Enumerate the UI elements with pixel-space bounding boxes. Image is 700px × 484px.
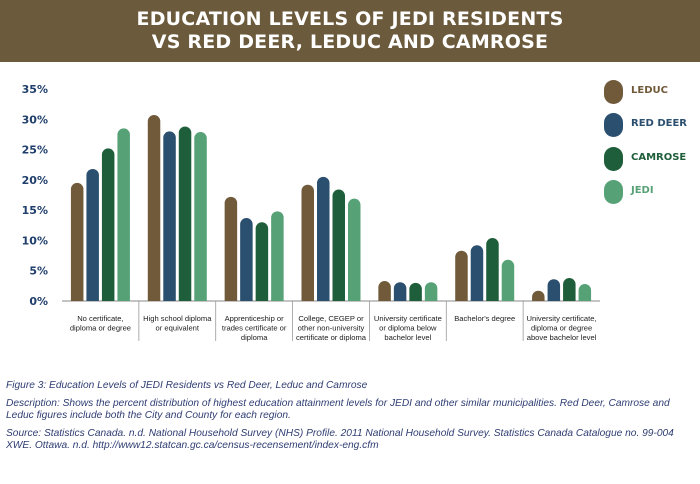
x-tick-label: Apprenticeship or bbox=[225, 314, 285, 323]
bar-jedi bbox=[501, 259, 515, 301]
x-tick-label: certificate or diploma bbox=[296, 333, 367, 342]
bar-red-deer bbox=[86, 168, 99, 301]
legend-label-camrose: CAMROSE bbox=[631, 152, 687, 163]
bar-red-deer bbox=[393, 282, 407, 301]
bar-leduc bbox=[378, 281, 391, 301]
bar-red-deer bbox=[470, 245, 484, 301]
bar-camrose bbox=[255, 222, 269, 301]
x-tick-label: No certificate, bbox=[77, 314, 123, 323]
y-tick-label: 25% bbox=[22, 144, 48, 157]
bar-leduc bbox=[301, 184, 314, 301]
chart-title: EDUCATION LEVELS OF JEDI RESIDENTS VS RE… bbox=[136, 8, 564, 53]
y-tick-label: 5% bbox=[29, 265, 48, 278]
bar-jedi bbox=[578, 284, 592, 301]
legend-swatch-jedi bbox=[604, 180, 623, 204]
bar-leduc bbox=[455, 250, 468, 301]
x-tick-label: diploma or degree bbox=[70, 324, 131, 333]
bar-red-deer bbox=[240, 218, 253, 301]
figure-description: Description: Shows the percent distribut… bbox=[6, 397, 670, 422]
bar-leduc bbox=[70, 182, 84, 301]
y-tick-label: 15% bbox=[22, 204, 48, 217]
bar-camrose bbox=[409, 282, 422, 301]
bar-camrose bbox=[486, 238, 499, 301]
bar-red-deer bbox=[317, 176, 330, 301]
y-tick-label: 30% bbox=[22, 113, 48, 126]
x-tick-label: above bachelor level bbox=[527, 333, 597, 342]
x-tick-label: or equivalent bbox=[156, 324, 200, 333]
bar-jedi bbox=[271, 211, 284, 301]
bar-red-deer bbox=[163, 131, 176, 301]
y-tick-label: 10% bbox=[22, 234, 48, 247]
y-tick-label: 35% bbox=[22, 83, 48, 96]
bar-jedi bbox=[348, 198, 361, 301]
x-tick-label: bachelor level bbox=[384, 333, 431, 342]
x-tick-label: College, CEGEP or bbox=[298, 314, 364, 323]
chart-header: EDUCATION LEVELS OF JEDI RESIDENTS VS RE… bbox=[0, 0, 700, 62]
bar-leduc bbox=[147, 115, 161, 301]
x-tick-label: High school diploma bbox=[143, 314, 212, 323]
bar-chart: 0%5%10%15%20%25%30%35%No certificate,dip… bbox=[22, 83, 600, 342]
legend: LEDUC RED DEER CAMROSE JEDI bbox=[604, 80, 700, 220]
x-tick-label: diploma bbox=[241, 333, 268, 342]
y-tick-label: 20% bbox=[22, 174, 48, 187]
bar-leduc bbox=[532, 290, 545, 301]
x-tick-label: diploma or degree bbox=[531, 324, 592, 333]
bar-camrose bbox=[101, 148, 115, 301]
bar-camrose bbox=[563, 277, 576, 301]
x-tick-label: University certificate, bbox=[527, 314, 597, 323]
bar-camrose bbox=[332, 189, 345, 301]
x-tick-label: or diploma below bbox=[379, 324, 437, 333]
bar-jedi bbox=[194, 132, 207, 301]
x-tick-label: Bachelor's degree bbox=[454, 314, 515, 323]
bar-jedi bbox=[117, 128, 130, 301]
x-tick-label: other non-university bbox=[298, 324, 365, 333]
legend-label-leduc: LEDUC bbox=[631, 85, 668, 96]
x-tick-label: University certificate bbox=[374, 314, 442, 323]
legend-label-jedi: JEDI bbox=[631, 185, 654, 196]
y-tick-label: 0% bbox=[29, 295, 48, 308]
figure-caption-title: Figure 3: Education Levels of JEDI Resid… bbox=[6, 380, 368, 391]
figure-source: Source: Statistics Canada. n.d. National… bbox=[6, 427, 674, 452]
bar-red-deer bbox=[547, 279, 561, 301]
legend-swatch-red-deer bbox=[604, 113, 623, 137]
legend-swatch-leduc bbox=[604, 80, 623, 104]
bar-jedi bbox=[424, 282, 438, 301]
x-tick-label: trades certificate or bbox=[222, 324, 287, 333]
bar-camrose bbox=[178, 126, 192, 301]
bar-leduc bbox=[224, 196, 238, 301]
figure-caption: Figure 3: Education Levels of JEDI Resid… bbox=[6, 380, 694, 458]
legend-swatch-camrose bbox=[604, 147, 623, 171]
legend-label-red-deer: RED DEER bbox=[631, 118, 687, 129]
